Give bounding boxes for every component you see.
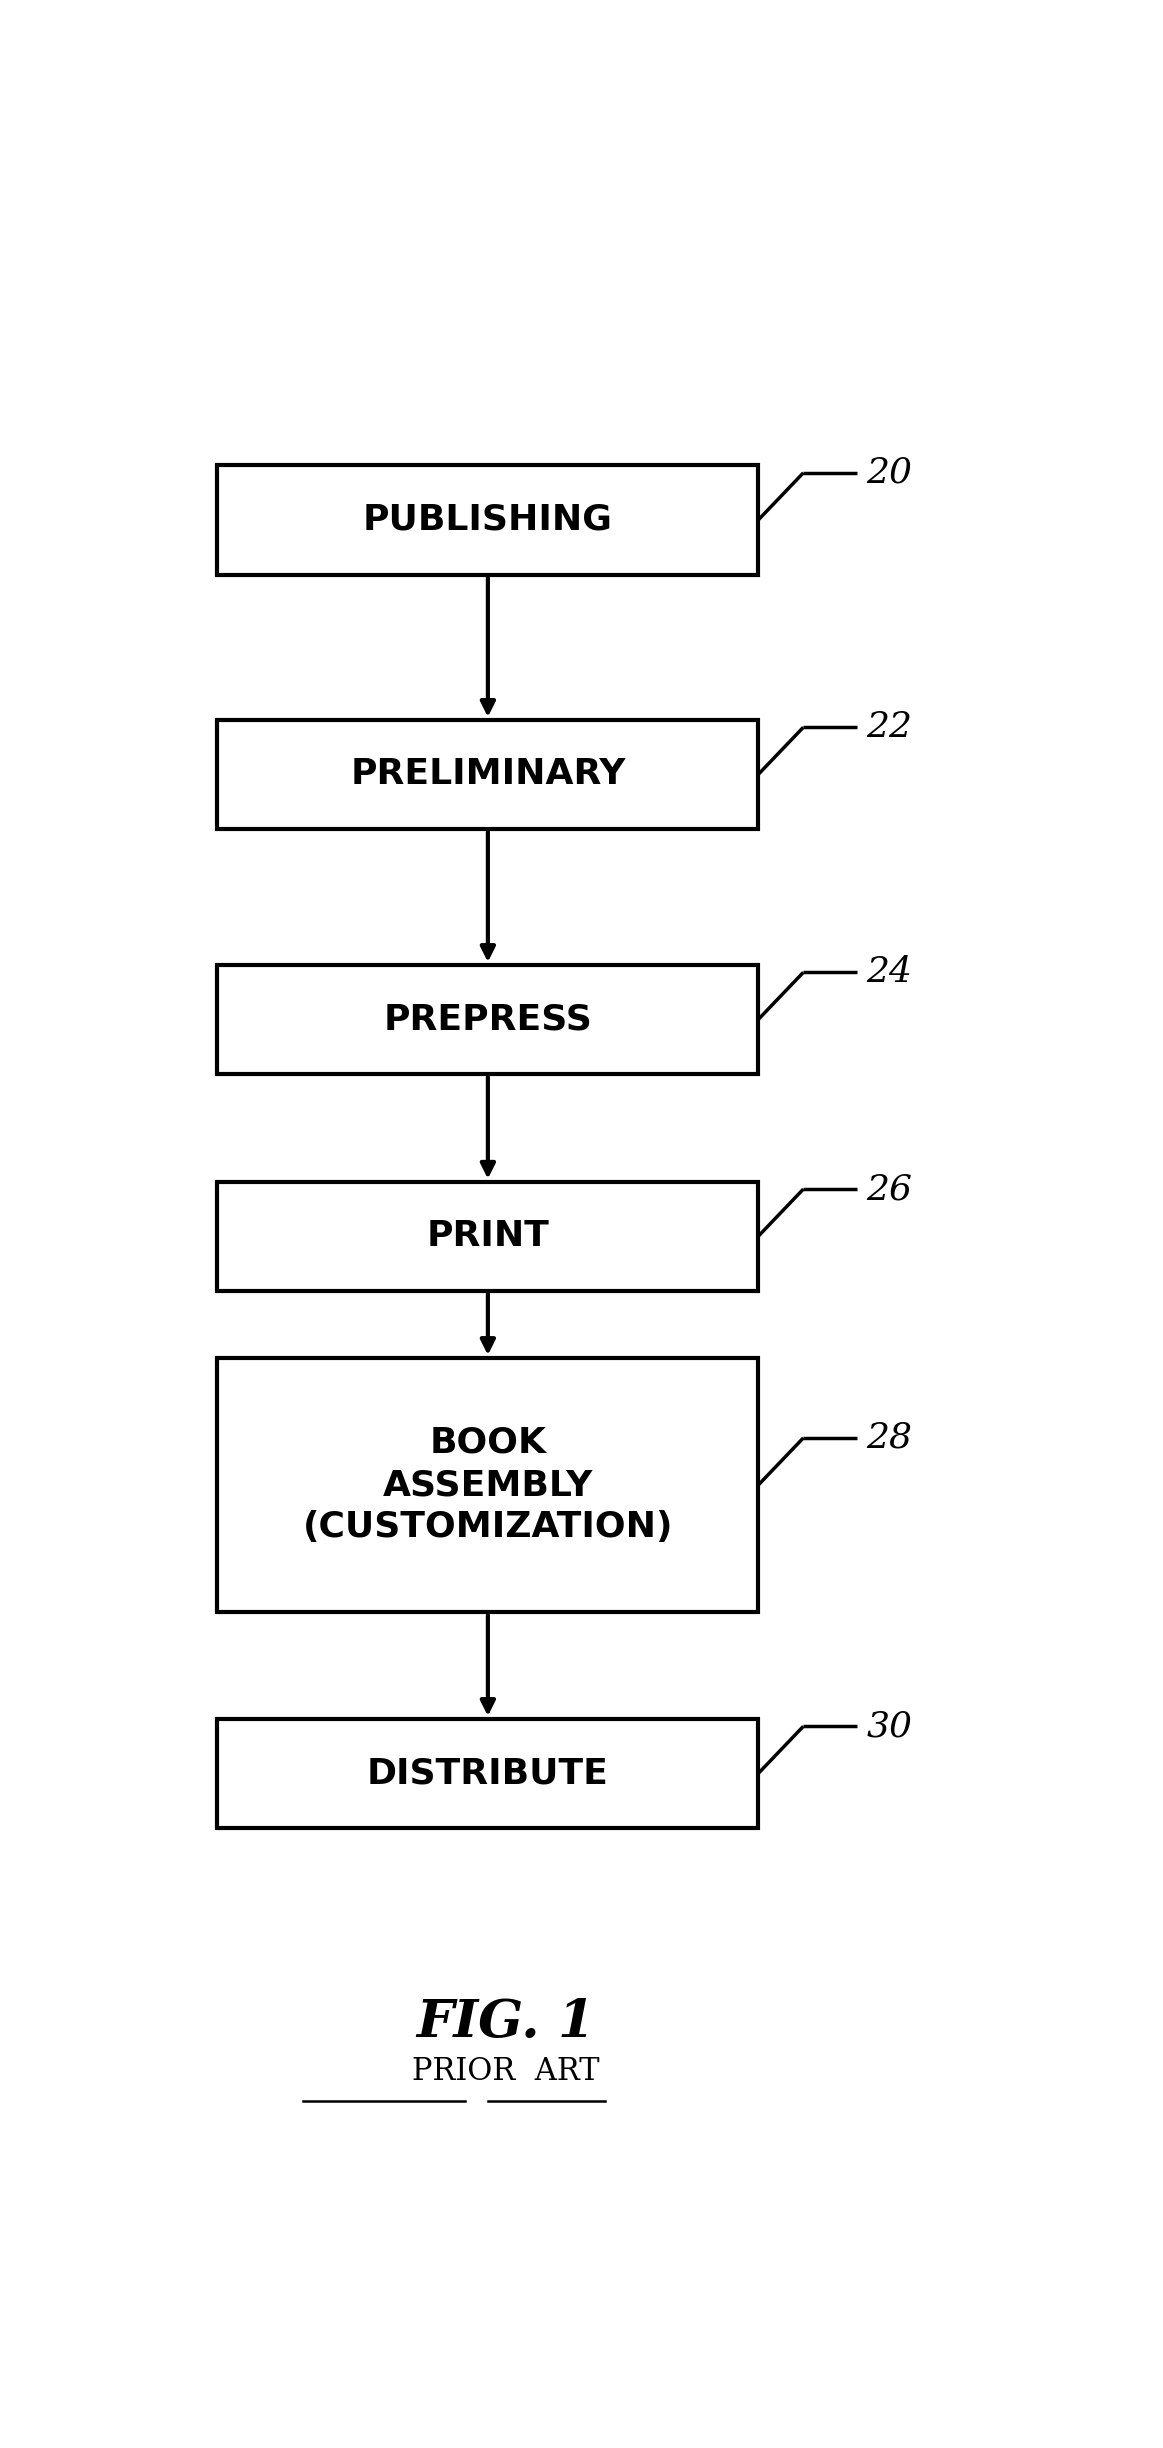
Text: PREPRESS: PREPRESS — [384, 1004, 592, 1036]
Bar — [217, 965, 758, 1075]
Text: PRIOR  ART: PRIOR ART — [412, 2056, 600, 2086]
Text: 26: 26 — [866, 1173, 913, 1207]
Text: 28: 28 — [866, 1420, 913, 1454]
Text: 20: 20 — [866, 455, 913, 490]
Text: PRELIMINARY: PRELIMINARY — [350, 756, 626, 791]
Text: 30: 30 — [866, 1709, 913, 1743]
Text: PRINT: PRINT — [427, 1219, 549, 1253]
Text: FIG. 1: FIG. 1 — [416, 1998, 595, 2049]
Bar — [217, 1182, 758, 1290]
Text: BOOK
ASSEMBLY
(CUSTOMIZATION): BOOK ASSEMBLY (CUSTOMIZATION) — [302, 1425, 673, 1545]
Text: DISTRIBUTE: DISTRIBUTE — [368, 1758, 608, 1789]
Text: 22: 22 — [866, 710, 913, 744]
Bar — [217, 720, 758, 830]
Text: 24: 24 — [866, 955, 913, 989]
Bar — [217, 1718, 758, 1829]
Text: PUBLISHING: PUBLISHING — [363, 502, 613, 536]
Bar — [217, 465, 758, 575]
Bar — [217, 1359, 758, 1613]
